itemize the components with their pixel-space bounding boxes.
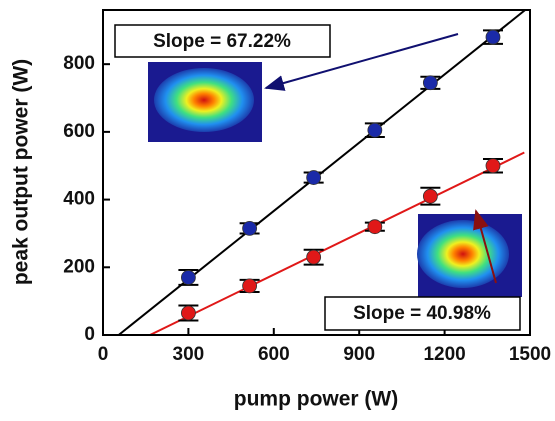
x-tick-label: 300 bbox=[173, 344, 205, 365]
y-axis-label: peak output power (W) bbox=[10, 59, 33, 285]
page: {"chart_data": {"type": "scatter", "x_la… bbox=[0, 0, 555, 421]
x-axis-label: pump power (W) bbox=[234, 388, 398, 411]
annotation: Slope = 40.98% bbox=[353, 303, 491, 324]
chart: 0 300 600 900 1200 1500 0 200 400 600 800 Slope = … bbox=[0, 0, 555, 416]
point bbox=[486, 159, 500, 173]
x-tick-label: 1500 bbox=[509, 344, 551, 365]
point bbox=[243, 221, 257, 235]
point bbox=[243, 279, 257, 293]
beam-profile-spot bbox=[154, 68, 254, 132]
point bbox=[307, 171, 321, 185]
point bbox=[368, 123, 382, 137]
point bbox=[181, 270, 195, 284]
point bbox=[423, 76, 437, 90]
y-tick-label: 800 bbox=[63, 53, 95, 74]
x-tick-label: 1200 bbox=[423, 344, 465, 365]
y-tick-label: 400 bbox=[63, 189, 95, 210]
annotation: Slope = 67.22% bbox=[153, 31, 291, 52]
y-tick-label: 0 bbox=[84, 324, 95, 345]
point bbox=[307, 250, 321, 264]
point bbox=[486, 30, 500, 44]
point bbox=[181, 306, 195, 320]
y-tick-label: 200 bbox=[63, 256, 95, 277]
x-tick-label: 0 bbox=[98, 344, 109, 365]
x-tick-label: 600 bbox=[258, 344, 290, 365]
point bbox=[423, 189, 437, 203]
y-tick-label: 600 bbox=[63, 121, 95, 142]
x-tick-label: 900 bbox=[343, 344, 375, 365]
point bbox=[368, 220, 382, 234]
